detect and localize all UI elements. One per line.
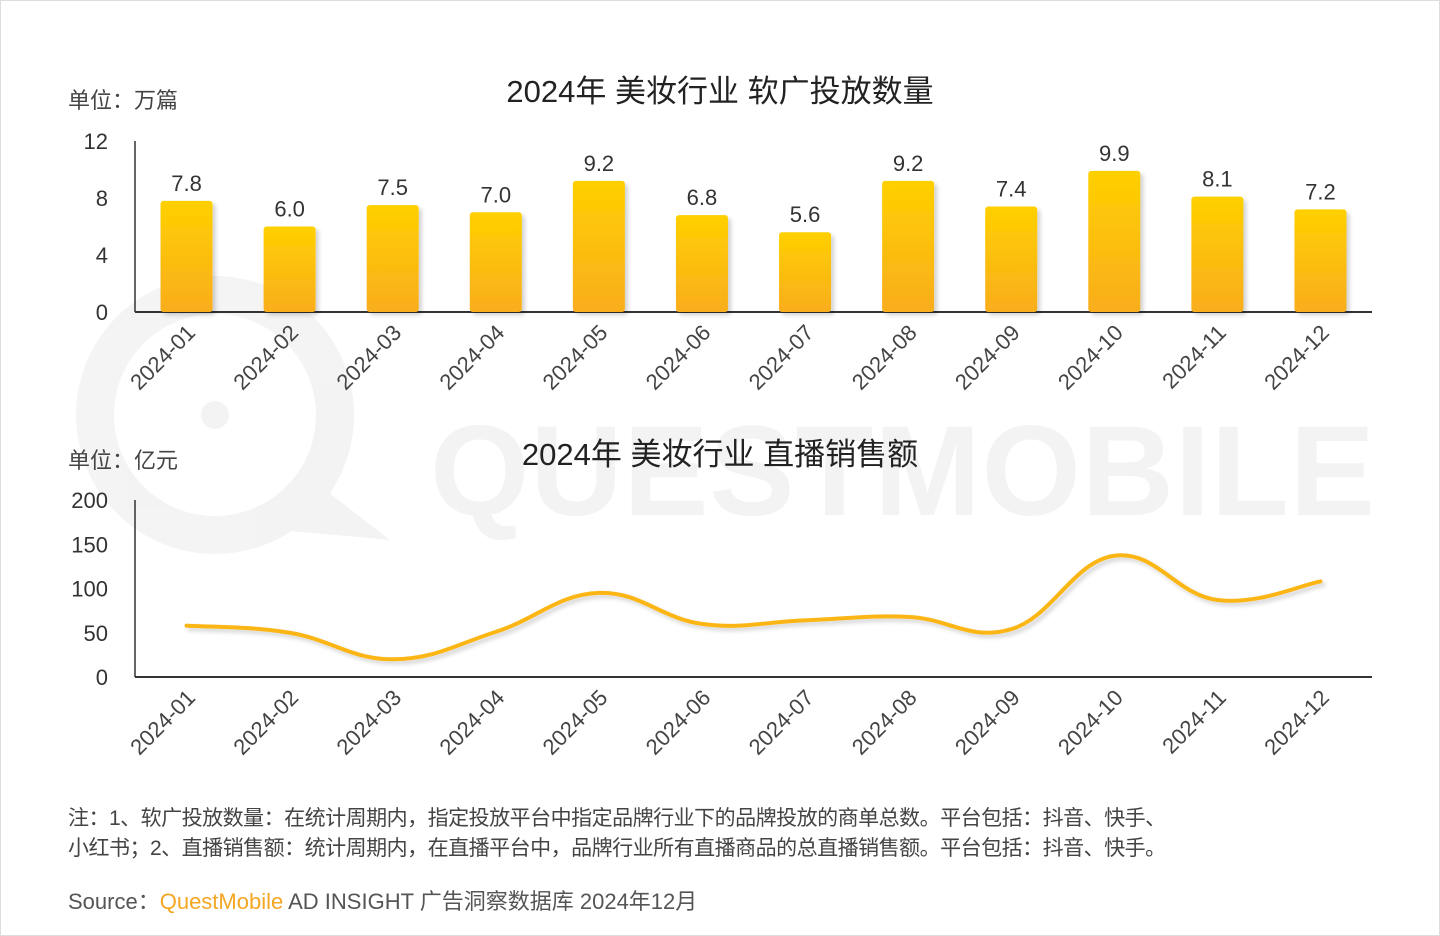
- x-tick-label: 2024-06: [641, 320, 716, 395]
- x-tick-label: 2024-01: [125, 685, 200, 760]
- watermark-logo-tail: [280, 470, 390, 540]
- x-tick-label: 2024-11: [1157, 685, 1231, 759]
- x-tick-label: 2024-11: [1157, 320, 1231, 394]
- x-tick-label: 2024-05: [538, 320, 613, 395]
- y-tick-label: 0: [96, 665, 108, 690]
- bar: [1294, 209, 1347, 312]
- y-tick-label: 8: [96, 186, 108, 211]
- y-tick-label: 150: [71, 532, 108, 557]
- y-tick-label: 0: [96, 300, 108, 325]
- x-tick-label: 2024-10: [1053, 320, 1128, 395]
- x-tick-label: 2024-09: [950, 685, 1025, 760]
- x-tick-label: 2024-04: [435, 685, 510, 760]
- bar: [160, 200, 213, 312]
- bar: [985, 206, 1038, 312]
- x-tick-label: 2024-02: [228, 685, 303, 760]
- x-tick-label: 2024-03: [331, 685, 406, 760]
- bar: [1191, 196, 1244, 312]
- unit-label: 单位：万篇: [68, 88, 178, 113]
- watermark: QUESTMOBILE: [76, 276, 1375, 554]
- bar: [572, 180, 625, 312]
- bar: [882, 180, 935, 312]
- x-tick-label: 2024-07: [744, 685, 819, 760]
- x-tick-label: 2024-02: [228, 320, 303, 395]
- y-tick-label: 200: [71, 488, 108, 513]
- note-line-2: 小红书；2、直播销售额：统计周期内，在直播平台中，品牌行业所有直播商品的总直播销…: [68, 837, 1166, 860]
- x-tick-label: 2024-04: [435, 320, 510, 395]
- data-label: 7.0: [480, 182, 511, 207]
- x-tick-label: 2024-06: [641, 685, 716, 760]
- series-line: [184, 553, 1323, 662]
- bar: [675, 215, 728, 312]
- bar: [1088, 170, 1141, 312]
- data-label: 9.2: [893, 151, 924, 176]
- y-tick-label: 12: [84, 129, 108, 154]
- watermark-logo-dot: [201, 401, 229, 429]
- data-label: 9.9: [1099, 141, 1130, 166]
- x-tick-label: 2024-07: [744, 320, 819, 395]
- x-tick-label: 2024-08: [847, 320, 922, 395]
- watermark-logo: [76, 276, 354, 554]
- data-label: 6.0: [274, 197, 305, 222]
- x-tick-label: 2024-12: [1259, 320, 1334, 395]
- watermark-text: QUESTMOBILE: [430, 400, 1375, 543]
- bar: [469, 212, 522, 312]
- data-label: 7.4: [996, 177, 1027, 202]
- source-line: Source：QuestMobile AD INSIGHT 广告洞察数据库 20…: [68, 884, 697, 916]
- x-tick-label: 2024-10: [1053, 685, 1128, 760]
- y-tick-label: 100: [71, 577, 108, 602]
- x-tick-label: 2024-03: [331, 320, 406, 395]
- y-tick-label: 50: [84, 621, 108, 646]
- data-label: 8.1: [1202, 167, 1233, 192]
- data-label: 9.2: [584, 151, 615, 176]
- x-tick-label: 2024-09: [950, 320, 1025, 395]
- source-rest: AD INSIGHT 广告洞察数据库 2024年12月: [283, 889, 698, 914]
- bar: [779, 232, 832, 312]
- data-label: 6.8: [687, 185, 718, 210]
- chart-title: 2024年 美妆行业 软广投放数量: [506, 74, 933, 109]
- bar: [263, 226, 316, 312]
- x-tick-label: 2024-12: [1259, 685, 1334, 760]
- x-tick-label: 2024-05: [538, 685, 613, 760]
- data-label: 7.5: [377, 175, 408, 200]
- data-label: 7.2: [1305, 179, 1336, 204]
- y-tick-label: 4: [96, 243, 108, 268]
- x-tick-label: 2024-08: [847, 685, 922, 760]
- data-label: 7.8: [171, 171, 202, 196]
- data-label: 5.6: [790, 202, 821, 227]
- source-label: Source：: [68, 889, 160, 914]
- unit-label: 单位：亿元: [68, 448, 178, 473]
- note-line-1: 注：1、软广投放数量：在统计周期内，指定投放平台中指定品牌行业下的品牌投放的商单…: [68, 807, 1166, 830]
- source-brand: QuestMobile: [159, 889, 284, 914]
- bar: [366, 205, 419, 312]
- chart-title: 2024年 美妆行业 直播销售额: [522, 437, 918, 472]
